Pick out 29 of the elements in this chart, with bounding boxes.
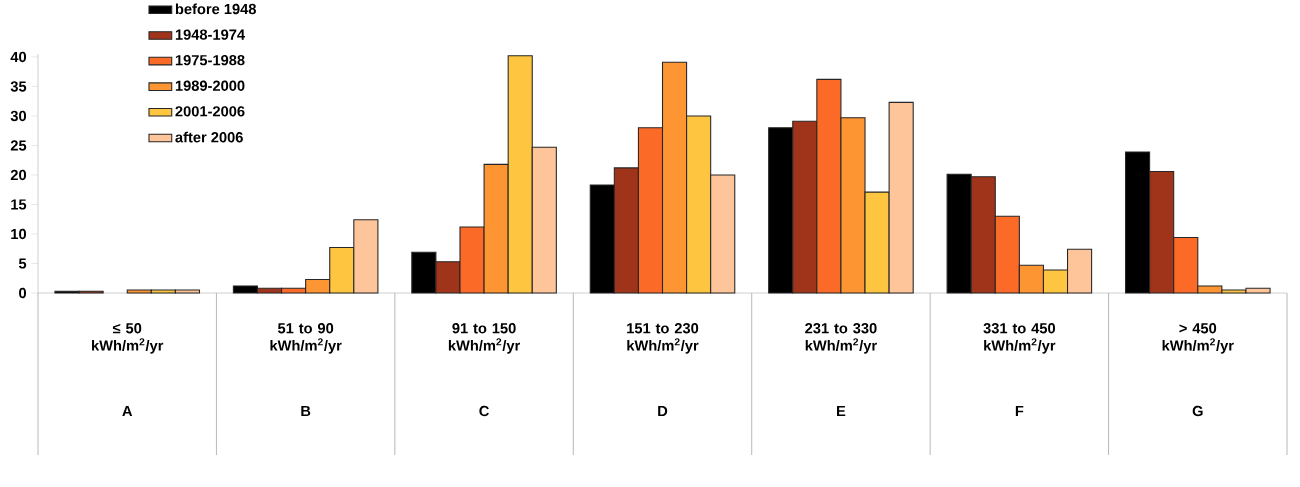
y-tick-label: 5 [18,258,27,269]
text: D [658,405,668,417]
text: B [301,405,311,417]
y-tick-label: 30 [10,110,27,122]
x-tick-label: 51 to 90 kWh/m$^{2}$/yr [270,323,342,354]
text: G [1192,405,1203,417]
text: F [1015,405,1024,417]
x-tick-label: 331 to 450 kWh/m$^{2}$/yr [983,323,1056,354]
text: A [122,405,133,417]
legend-label: before 1948 [175,3,256,15]
legend-label: 1989-2000 [175,80,245,91]
legend-label: 2001-2006 [175,106,245,117]
legend-label: after 2006 [175,131,243,143]
x-tick-label: 91 to 150 kWh/m$^{2}$/yr [448,323,521,354]
y-tick-label: 0 [19,287,27,299]
y-tick-label: 15 [11,199,27,210]
x-tick-label: > 450 kWh/m$^{2}$/yr [1162,323,1234,354]
text: E [837,405,846,417]
legend-label: 1975-1988 [175,54,245,66]
x-tick-label: 231 to 330 kWh/m$^{2}$/yr [805,323,877,354]
x-tick-label: 151 to 230 kWh/m$^{2}$/yr [627,323,699,354]
x-tick-label: ≤ 50 kWh/m$^{2}$/yr [92,323,164,354]
y-tick-label: 35 [10,81,27,92]
y-tick-label: 20 [10,169,27,181]
legend-label: 1948-1974 [175,29,245,40]
y-tick-label: 40 [10,51,27,63]
text: C [479,405,489,417]
y-tick-label: 25 [10,140,27,151]
y-tick-label: 10 [11,228,27,240]
